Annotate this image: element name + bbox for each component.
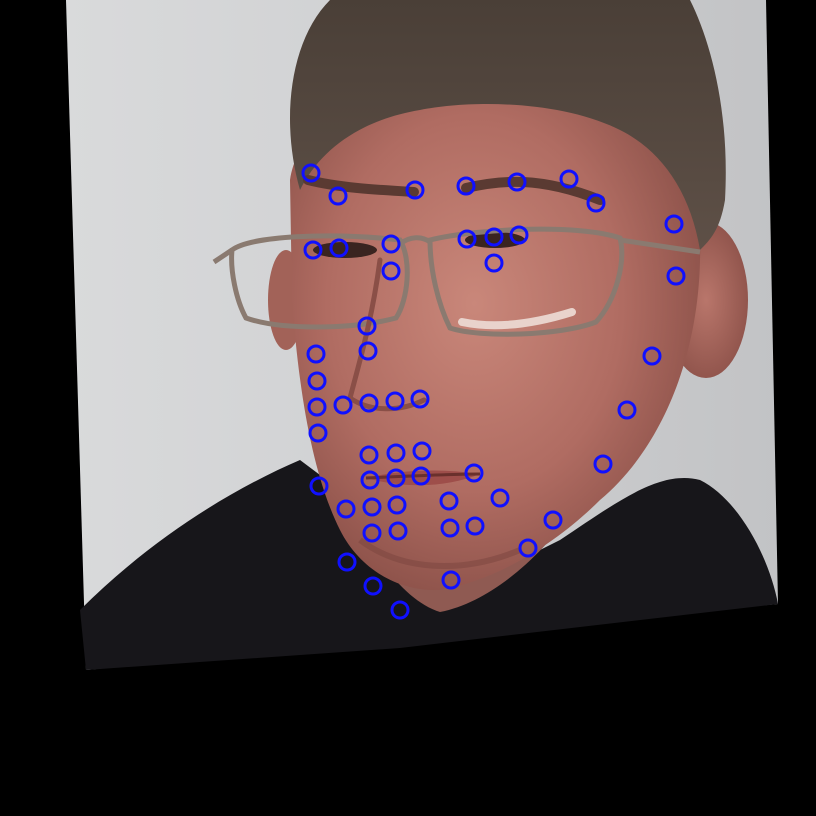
photo <box>66 0 778 670</box>
chin-shadow <box>358 537 522 570</box>
landmark-marker <box>306 344 326 364</box>
landmark-marker <box>337 552 357 572</box>
glasses-left-temple <box>212 247 234 265</box>
glasses-left-lens <box>229 233 410 330</box>
landmark-marker <box>457 229 477 249</box>
landmark-marker <box>357 316 377 336</box>
right-eyebrow <box>461 176 605 205</box>
landmark-marker <box>387 495 407 515</box>
left-eyebrow <box>303 175 419 197</box>
landmark-marker <box>586 193 606 213</box>
glasses-glare <box>458 308 576 330</box>
landmark-marker <box>484 253 504 273</box>
landmark-marker <box>509 225 529 245</box>
landmark-marker <box>441 570 461 590</box>
landmark-marker <box>490 488 510 508</box>
landmark-marker <box>386 443 406 463</box>
left-eye <box>313 242 377 258</box>
landmark-marker <box>559 169 579 189</box>
landmark-marker <box>411 466 431 486</box>
landmark-marker <box>484 227 504 247</box>
landmark-marker <box>301 163 321 183</box>
landmark-marker <box>543 510 563 530</box>
landmark-marker <box>381 234 401 254</box>
landmark-marker <box>328 186 348 206</box>
landmark-marker <box>359 393 379 413</box>
landmark-marker <box>439 491 459 511</box>
glasses-temple <box>619 237 701 255</box>
landmark-marker <box>362 497 382 517</box>
landmark-marker <box>405 180 425 200</box>
landmark-marker <box>358 341 378 361</box>
landmark-marker <box>465 516 485 536</box>
landmark-marker <box>386 468 406 488</box>
landmark-marker <box>360 470 380 490</box>
landmark-marker <box>329 238 349 258</box>
landmark-marker <box>307 397 327 417</box>
landmark-marker <box>642 346 662 366</box>
landmark-marker <box>440 518 460 538</box>
landmark-marker <box>363 576 383 596</box>
landmark-marker <box>464 463 484 483</box>
landmark-marker <box>390 600 410 620</box>
landmark-marker <box>381 261 401 281</box>
landmark-marker <box>303 240 323 260</box>
glasses <box>212 226 701 337</box>
landmark-marker <box>333 395 353 415</box>
landmark-marker <box>308 423 328 443</box>
landmark-marker <box>307 371 327 391</box>
hair <box>290 0 726 250</box>
landmark-marker <box>507 172 527 192</box>
landmark-marker <box>359 445 379 465</box>
landmark-marker <box>336 499 356 519</box>
glasses-right-lens <box>427 226 625 337</box>
landmark-marker <box>593 454 613 474</box>
landmark-marker <box>362 523 382 543</box>
landmark-marker <box>388 521 408 541</box>
landmark-marker <box>410 389 430 409</box>
landmark-marker <box>309 476 329 496</box>
landmark-markers <box>301 163 686 620</box>
landmark-marker <box>412 441 432 461</box>
glasses-bridge <box>398 235 432 247</box>
landmark-marker <box>617 400 637 420</box>
landmark-marker <box>666 266 686 286</box>
landmark-marker <box>518 538 538 558</box>
landmark-marker <box>664 214 684 234</box>
landmark-marker <box>385 391 405 411</box>
landmark-marker <box>456 176 476 196</box>
